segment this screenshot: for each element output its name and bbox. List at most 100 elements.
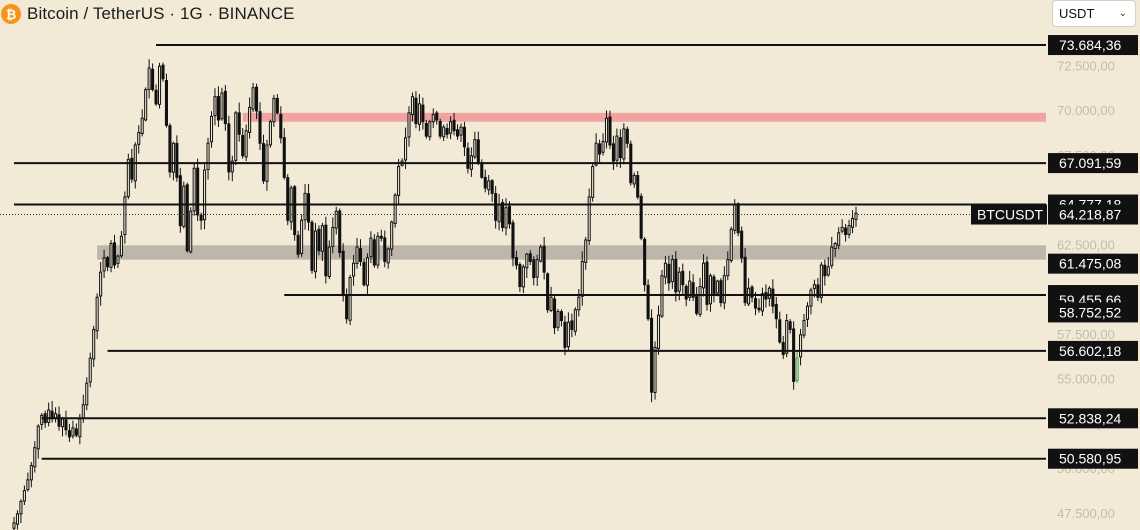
price-label: 58.752,52	[1059, 304, 1121, 320]
candle-body	[553, 298, 557, 329]
candle-body	[241, 135, 245, 157]
candle-body	[352, 262, 356, 277]
candle-body	[459, 126, 463, 136]
candle-body	[781, 342, 785, 356]
candle-body	[410, 96, 415, 116]
candle-body	[559, 311, 564, 322]
candle-body	[341, 250, 345, 296]
candle-body	[563, 321, 567, 348]
candle-body	[116, 255, 120, 264]
candle-body	[130, 157, 134, 180]
candle-body	[112, 242, 117, 266]
candle-body	[462, 126, 466, 148]
y-tick-label: 70.000,00	[1057, 103, 1115, 118]
candle-body	[670, 259, 674, 283]
candle-body	[234, 112, 238, 161]
candle-body	[598, 143, 602, 155]
symbol-title[interactable]: Bitcoin / TetherUS · 1G · BINANCE	[27, 4, 295, 23]
candle-body	[417, 103, 421, 125]
candle-body	[19, 500, 23, 515]
candle-body	[701, 262, 706, 289]
candle-body	[747, 287, 751, 305]
candle-body	[12, 522, 16, 529]
candle-body	[29, 465, 33, 481]
candle-body	[449, 121, 453, 134]
candle-body	[760, 293, 764, 312]
candle-body	[494, 193, 498, 221]
candle-body	[480, 162, 484, 178]
level-label: 67.091,59	[1059, 155, 1121, 171]
candle-body	[74, 428, 78, 436]
candle-body	[157, 65, 162, 105]
candle-body	[788, 321, 792, 330]
candle-body	[490, 180, 494, 194]
candle-body	[705, 261, 709, 305]
candle-body	[514, 257, 518, 266]
candle-body	[272, 97, 276, 123]
candle-body	[608, 116, 612, 146]
candle-body	[850, 217, 855, 228]
candle-body	[355, 246, 359, 264]
candle-body	[33, 447, 37, 468]
candle-body	[22, 490, 26, 502]
candle-body	[175, 142, 179, 178]
candle-body	[317, 228, 321, 252]
candle-body	[740, 230, 744, 259]
candle-body	[653, 346, 657, 393]
candle-body	[504, 207, 508, 229]
candle-body	[816, 284, 820, 298]
candle-body	[404, 137, 408, 161]
candle-body	[639, 195, 643, 239]
candle-body	[168, 125, 172, 173]
currency-select[interactable]: USDT ⌄	[1052, 0, 1136, 27]
candle-body	[726, 259, 730, 277]
candle-body	[154, 89, 158, 105]
candle-body	[338, 210, 342, 253]
level-label-bg	[1048, 340, 1138, 361]
candle-body	[300, 219, 304, 254]
candle-body	[840, 226, 844, 232]
y-tick-label: 62.500,00	[1057, 237, 1115, 252]
candle-body	[767, 287, 771, 299]
y-tick-label: 47.500,00	[1057, 506, 1115, 521]
candle-body	[36, 425, 40, 450]
level-label-bg	[1048, 153, 1138, 174]
candle-body	[244, 130, 248, 158]
candle-body	[844, 227, 848, 236]
candle-body	[407, 112, 411, 138]
candle-body	[275, 97, 279, 114]
candle-body	[663, 262, 667, 278]
candle-body	[428, 121, 432, 138]
candle-body	[230, 160, 234, 173]
candle-body	[279, 113, 283, 139]
candle-body	[213, 96, 217, 117]
candle-body	[753, 298, 758, 309]
candle-body	[795, 357, 799, 382]
chevron-down-icon: ⌄	[1118, 8, 1127, 19]
candle-body	[715, 280, 719, 294]
candle-body	[847, 225, 851, 235]
candle-body	[532, 259, 536, 279]
candle-body	[223, 90, 227, 125]
candle-body	[823, 264, 827, 277]
candle-body	[435, 112, 439, 121]
candle-body	[383, 237, 387, 262]
candle-body	[161, 64, 165, 80]
currency-value: USDT	[1059, 6, 1095, 21]
candle-body	[546, 273, 550, 311]
candle-body	[799, 334, 803, 358]
candle-body	[625, 128, 629, 144]
candle-body	[650, 317, 654, 393]
candle-body	[733, 203, 737, 231]
candle-body	[282, 137, 286, 178]
candle-body	[580, 260, 584, 297]
symbol-tag-bg	[971, 204, 1047, 225]
candle-body	[566, 321, 570, 348]
candle-body	[698, 285, 702, 315]
candle-body	[119, 235, 123, 257]
candle-body	[521, 266, 525, 288]
candle-body	[708, 275, 713, 305]
candle-body	[47, 409, 51, 423]
candle-body	[473, 139, 477, 158]
